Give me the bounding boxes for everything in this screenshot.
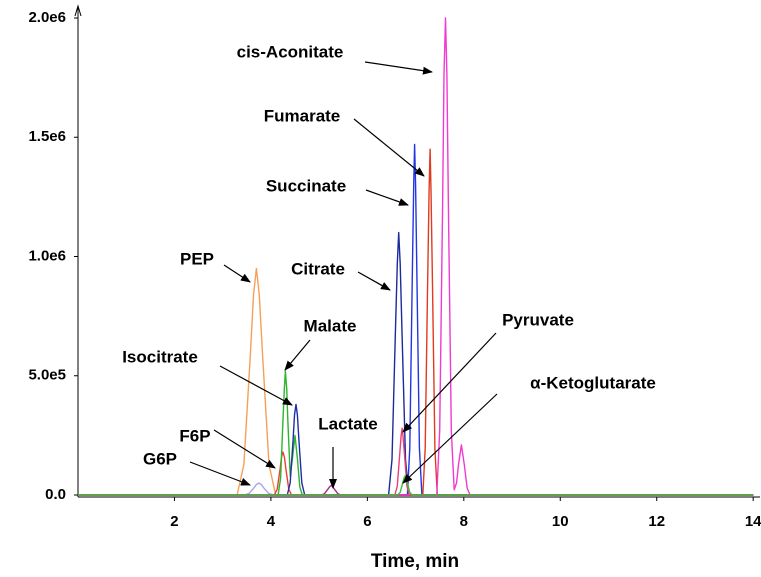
y-tick-label: 1.0e6 <box>28 247 66 264</box>
peak-arrow <box>357 271 391 291</box>
peak-label: Pyruvate <box>502 310 574 329</box>
y-tick-label: 5.0e5 <box>28 367 66 384</box>
series-line <box>78 403 754 496</box>
x-tick-label: 12 <box>648 513 665 530</box>
peak-arrow <box>223 264 251 283</box>
series-line <box>78 484 754 496</box>
peak-label: Citrate <box>291 259 345 278</box>
peak-label: α-Ketoglutarate <box>530 373 656 392</box>
peak-label: G6P <box>143 449 177 468</box>
series-line <box>78 143 754 496</box>
peak-arrow <box>189 461 251 486</box>
x-tick-label: 6 <box>363 513 371 530</box>
peak-arrow <box>364 61 433 75</box>
series-line <box>78 427 754 496</box>
y-tick-label: 0.0 <box>45 486 66 503</box>
peak-label: cis-Aconitate <box>237 42 344 61</box>
x-tick-label: 10 <box>552 513 569 530</box>
y-tick-label: 2.0e6 <box>28 9 66 26</box>
peak-arrow <box>213 429 276 469</box>
peak-label: Malate <box>304 316 357 335</box>
y-axis-arrow <box>74 4 82 17</box>
peak-label: Fumarate <box>264 106 341 125</box>
peak-label: PEP <box>180 249 214 268</box>
peak-arrow <box>402 393 498 484</box>
series-line <box>78 482 754 496</box>
series-line <box>78 370 754 496</box>
series-line <box>78 148 754 496</box>
x-tick-label: 4 <box>267 513 276 530</box>
peak-arrow <box>402 332 497 433</box>
peak-label: F6P <box>179 426 210 445</box>
series-line <box>78 17 754 496</box>
peak-label: Isocitrate <box>122 347 198 366</box>
y-tick-label: 1.5e6 <box>28 128 66 145</box>
peak-arrow <box>284 339 311 371</box>
x-axis-title: Time, min <box>371 551 459 572</box>
x-tick-label: 14 <box>745 513 761 530</box>
series-line <box>78 231 754 496</box>
series-line <box>78 451 754 496</box>
peak-label: Lactate <box>318 414 378 433</box>
series-line <box>78 475 754 496</box>
series-line <box>78 267 754 496</box>
peak-label: Succinate <box>266 176 346 195</box>
peak-arrow <box>353 118 425 177</box>
peak-arrow <box>219 365 293 406</box>
peak-arrow <box>365 189 409 206</box>
x-tick-label: 8 <box>460 513 468 530</box>
x-tick-label: 2 <box>170 513 178 530</box>
